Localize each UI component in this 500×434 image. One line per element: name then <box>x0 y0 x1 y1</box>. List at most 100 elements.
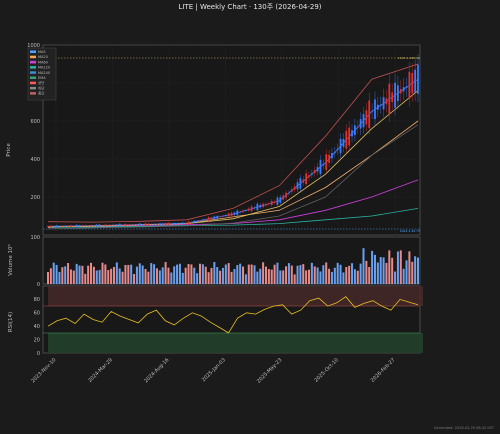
candle-body <box>161 223 164 225</box>
volume-bar <box>256 271 259 284</box>
candle-body <box>207 217 210 221</box>
candle-body <box>336 148 339 150</box>
legend-entry: MA20 <box>38 55 48 59</box>
candle-body <box>210 217 213 220</box>
volume-bar <box>104 264 107 284</box>
volume-bar <box>207 272 210 284</box>
candle-body <box>113 224 115 226</box>
candle-body <box>170 223 173 225</box>
legend-entry: 하단 <box>38 85 45 90</box>
volume-bar <box>110 268 113 284</box>
volume-bar <box>92 266 95 284</box>
candle-body <box>356 127 359 128</box>
candle-body <box>196 220 199 222</box>
volume-bar <box>230 271 233 284</box>
candle-body <box>95 224 98 227</box>
volume-bar <box>313 266 316 284</box>
volume-bar <box>170 272 173 284</box>
volume-bar <box>371 250 374 284</box>
candle-body <box>322 163 325 166</box>
x-axis: 2023-Nov-10 2024-Mar-29 2024-Aug-16 2025-Ja… <box>30 357 396 385</box>
volume-bar <box>290 265 293 284</box>
candle-body <box>176 223 178 225</box>
volume-bar <box>316 267 319 284</box>
candle-body <box>115 224 118 226</box>
price-series-line <box>47 208 419 228</box>
volume-bar <box>376 262 379 284</box>
legend-entry: MA120 <box>38 66 50 70</box>
candle-body <box>181 222 184 225</box>
volume-bar <box>382 257 385 284</box>
candle-body <box>245 210 247 211</box>
candle-body <box>136 224 138 226</box>
volume-bar <box>204 266 207 284</box>
volume-bar <box>345 267 348 284</box>
volume-bar <box>90 262 93 284</box>
volume-bar <box>213 262 216 284</box>
legend-entry: MA240 <box>38 71 50 75</box>
volume-tick-label: 100 <box>30 235 40 241</box>
volume-bar <box>233 269 236 284</box>
volume-bar <box>325 262 328 284</box>
rsi-tick-label: 20 <box>34 337 40 343</box>
volume-bar <box>296 265 299 284</box>
candle-body <box>190 222 193 223</box>
candle-body <box>308 175 310 178</box>
candle-body <box>141 224 144 225</box>
volume-bar <box>359 263 362 284</box>
candle-body <box>242 210 244 212</box>
volume-bar <box>250 264 253 284</box>
volume-bar <box>244 274 247 284</box>
candle-body <box>213 216 216 220</box>
volume-bar <box>75 263 78 284</box>
price-series-line <box>47 63 419 223</box>
volume-bar <box>379 257 382 284</box>
candle-body <box>219 216 221 218</box>
candle-body <box>391 92 394 103</box>
volume-bar <box>236 265 239 284</box>
volume-bar <box>164 262 167 284</box>
candle-body <box>348 127 351 146</box>
candle-body <box>67 225 69 227</box>
legend-swatch <box>30 66 36 69</box>
candle-body <box>353 125 356 136</box>
price-axis-label: Price <box>6 143 12 157</box>
candle-body <box>342 138 345 147</box>
volume-bar <box>153 264 156 284</box>
volume-bar <box>98 269 101 284</box>
candle-body <box>124 223 127 226</box>
candle-body <box>290 189 293 192</box>
volume-bar <box>81 265 84 284</box>
volume-panel: 0 100 Volume 10⁶ <box>7 235 421 288</box>
high-reference-label: 2026-4-968.98 <box>398 56 420 60</box>
volume-bar <box>178 263 181 284</box>
volume-bar <box>279 270 282 284</box>
candle-body <box>173 222 176 225</box>
candle-body <box>193 220 196 223</box>
volume-bar <box>399 250 402 284</box>
candle-body <box>52 226 55 227</box>
candle-body <box>239 211 242 213</box>
footer-timestamp: Generated: 2026-04-29 08:42 KST <box>433 426 494 430</box>
volume-bar <box>115 262 118 284</box>
legend-swatch <box>30 50 36 53</box>
candle-body <box>299 178 302 189</box>
candle-body <box>250 206 253 212</box>
volume-bar <box>328 268 331 284</box>
candle-body <box>302 179 305 183</box>
legend-swatch <box>30 76 36 79</box>
volume-bar <box>322 265 325 284</box>
candle-body <box>259 205 262 208</box>
candle-body <box>144 223 147 226</box>
volume-bar <box>368 267 371 284</box>
legend-entry: MA60 <box>38 60 48 64</box>
volume-bar <box>167 267 170 284</box>
candle-body <box>104 224 107 226</box>
volume-bar <box>87 265 90 284</box>
rsi-tick-label: 0 <box>37 351 40 357</box>
price-series-line <box>47 124 419 230</box>
volume-bar <box>121 271 124 284</box>
candle-body <box>345 130 348 149</box>
